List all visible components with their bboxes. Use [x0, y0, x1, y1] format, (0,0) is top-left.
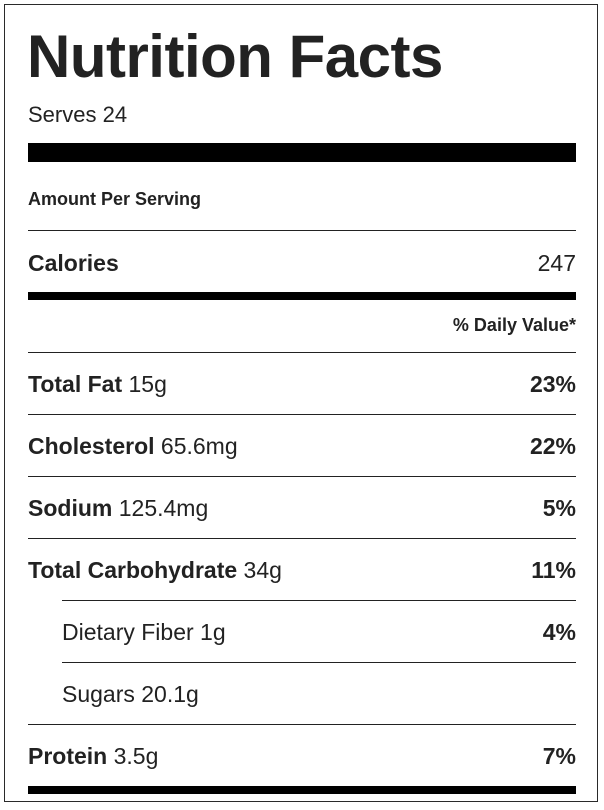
nutrient-name: Total Fat	[28, 370, 123, 397]
divider	[28, 538, 576, 539]
divider	[62, 662, 576, 663]
calories-value: 247	[537, 249, 576, 276]
nutrient-name: Dietary Fiber	[62, 618, 194, 645]
nutrient-row-cholesterol: Cholesterol 65.6mg 22%	[28, 429, 576, 463]
nutrient-percent: 7%	[542, 742, 576, 769]
thick-divider-top	[28, 143, 576, 162]
nutrient-row-total-fat: Total Fat 15g 23%	[28, 367, 576, 401]
divider	[28, 724, 576, 725]
calories-label: Calories	[28, 249, 119, 276]
nutrient-name: Sodium	[28, 494, 113, 521]
nutrient-percent: 11%	[531, 556, 576, 583]
nutrient-row-dietary-fiber: Dietary Fiber 1g 4%	[62, 615, 576, 649]
nutrient-percent: 4%	[542, 618, 576, 645]
divider	[62, 600, 576, 601]
nutrient-name: Total Carbohydrate	[28, 556, 238, 583]
nutrient-percent: 23%	[529, 370, 576, 397]
nutrient-amount: 65.6mg	[160, 432, 238, 459]
nutrient-percent: 5%	[542, 494, 576, 521]
calories-row: Calories 247	[28, 246, 576, 280]
divider	[28, 476, 576, 477]
thick-divider-mid	[28, 292, 576, 300]
daily-value-header: % Daily Value*	[452, 315, 576, 335]
thick-divider-bottom	[28, 786, 576, 794]
nutrient-name: Sugars	[62, 680, 135, 707]
divider	[28, 352, 576, 353]
nutrient-amount: 20.1g	[141, 680, 199, 707]
label-title: Nutrition Facts	[27, 23, 443, 90]
nutrient-row-sugars: Sugars 20.1g	[62, 677, 576, 711]
divider	[28, 414, 576, 415]
nutrition-label	[4, 4, 598, 802]
servings-text: Serves 24	[28, 102, 128, 127]
nutrient-amount: 3.5g	[113, 742, 159, 769]
divider	[28, 230, 576, 231]
amount-per-serving: Amount Per Serving	[28, 189, 202, 209]
nutrient-name: Cholesterol	[28, 432, 155, 459]
nutrient-row-sodium: Sodium 125.4mg 5%	[28, 491, 576, 525]
nutrient-amount: 1g	[200, 618, 226, 645]
nutrient-amount: 15g	[128, 370, 167, 397]
nutrient-row-protein: Protein 3.5g 7%	[28, 739, 576, 773]
nutrient-amount: 125.4mg	[118, 494, 209, 521]
nutrient-row-total-carbohydrate: Total Carbohydrate 34g 11%	[28, 553, 576, 587]
nutrient-percent: 22%	[529, 432, 576, 459]
nutrient-name: Protein	[28, 742, 108, 769]
nutrient-amount: 34g	[243, 556, 282, 583]
